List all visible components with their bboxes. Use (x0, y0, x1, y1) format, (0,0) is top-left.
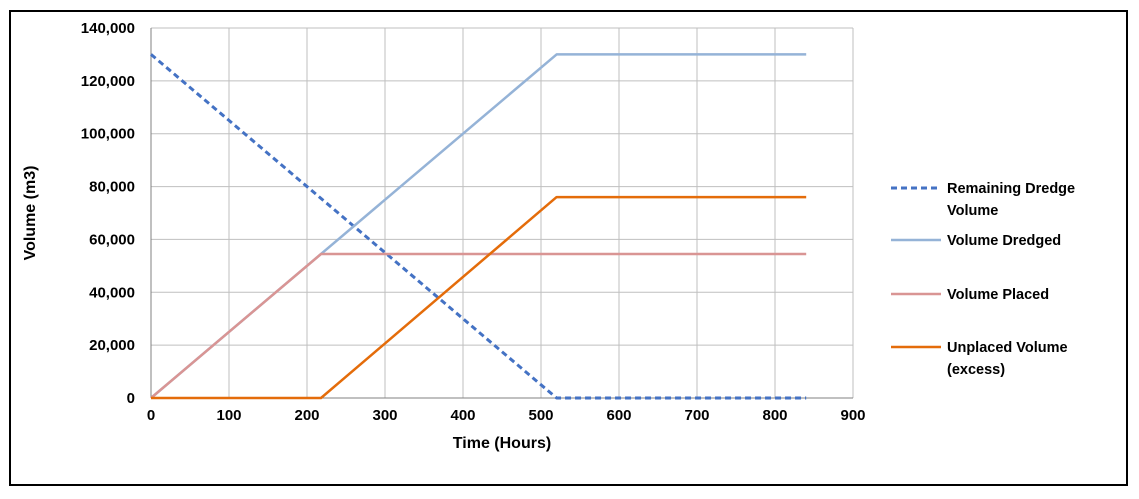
legend: Remaining Dredge Volume Volume Dredged Volu… (891, 181, 1075, 378)
series-line-unplaced-volume-excess (151, 195, 807, 400)
x-tick-label: 100 (216, 407, 241, 424)
y-tick-label: 120,000 (81, 73, 135, 90)
y-axis-title: Volume (m3) (22, 166, 39, 261)
x-axis-title: Time (Hours) (453, 435, 551, 452)
y-tick-label: 80,000 (89, 179, 135, 196)
x-tick-label: 900 (840, 407, 865, 424)
y-tick-labels: 0 20,000 40,000 60,000 80,000 100,000 120,000 1… (81, 20, 135, 407)
line-chart: 0 100 200 300 400 500 600 700 800 900 0 20,000 40,0… (22, 20, 1075, 452)
series-lines (150, 53, 807, 400)
y-tick-label: 20,000 (89, 337, 135, 354)
series-line-volume-placed (150, 252, 807, 399)
x-tick-label: 800 (762, 407, 787, 424)
y-tick-label: 60,000 (89, 231, 135, 248)
y-tick-label: 100,000 (81, 126, 135, 143)
series-line-remaining-dredge-volume (150, 53, 807, 400)
axes (150, 28, 853, 399)
x-tick-label: 0 (147, 407, 155, 424)
chart-frame: 0 100 200 300 400 500 600 700 800 900 0 20,000 40,0… (9, 10, 1128, 486)
x-tick-label: 300 (372, 407, 397, 424)
y-tick-label: 40,000 (89, 284, 135, 301)
x-tick-label: 400 (450, 407, 475, 424)
x-tick-label: 600 (606, 407, 631, 424)
x-tick-labels: 0 100 200 300 400 500 600 700 800 900 (147, 407, 866, 424)
y-tick-label: 0 (127, 390, 135, 407)
gridlines (150, 27, 854, 399)
legend-label-volume-dredged: Volume Dredged (947, 233, 1061, 249)
legend-label-remaining-dredge-volume: Remaining Dredge Volume (947, 181, 1075, 219)
y-tick-label: 140,000 (81, 20, 135, 37)
legend-label-unplaced-volume-excess: Unplaced Volume (excess) (947, 340, 1068, 378)
x-tick-label: 500 (528, 407, 553, 424)
x-tick-label: 700 (684, 407, 709, 424)
series-line-volume-dredged (150, 53, 807, 399)
x-tick-label: 200 (294, 407, 319, 424)
legend-label-volume-placed: Volume Placed (947, 287, 1049, 303)
